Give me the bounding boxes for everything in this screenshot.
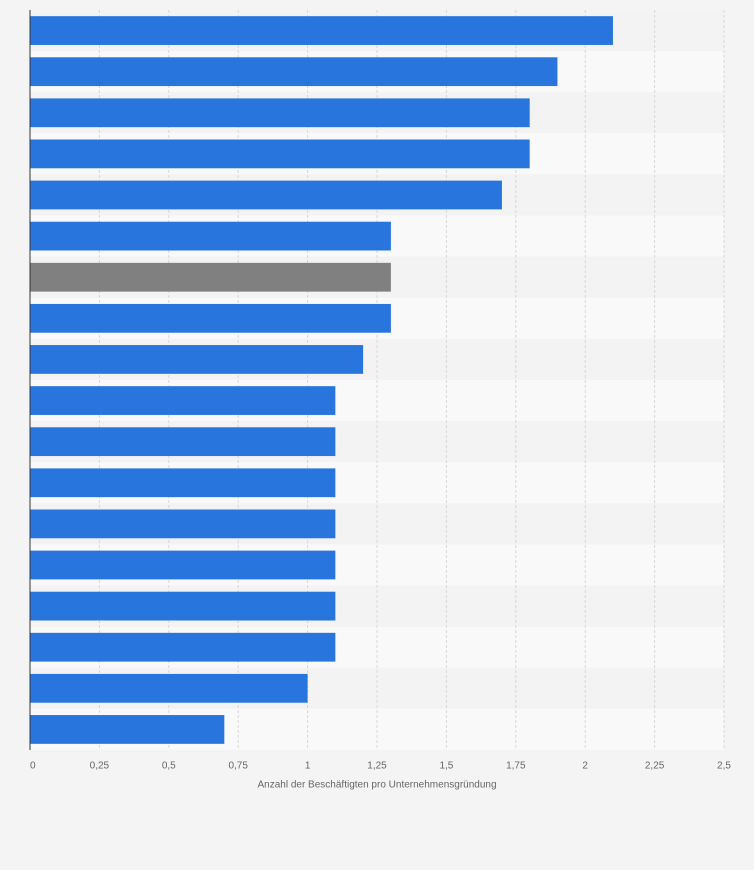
bar — [30, 591, 336, 621]
bar — [30, 632, 336, 662]
bar — [30, 180, 502, 210]
x-tick-label: 2,5 — [717, 761, 731, 772]
bar — [30, 98, 530, 128]
bar — [30, 673, 308, 703]
x-tick-label: 0,25 — [90, 761, 110, 772]
x-tick-label: 2,25 — [645, 761, 665, 772]
x-tick-label: 1 — [305, 761, 311, 772]
x-axis-label: Anzahl der Beschäftigten pro Unternehmen… — [257, 780, 496, 791]
bar — [30, 468, 336, 498]
bar — [30, 139, 530, 169]
bar — [30, 550, 336, 580]
bar — [30, 386, 336, 415]
bar — [30, 345, 364, 374]
bar — [30, 262, 391, 292]
x-tick-label: 0 — [30, 761, 36, 772]
bar — [30, 221, 391, 251]
bar — [30, 303, 391, 333]
x-tick-label: 0,5 — [162, 761, 176, 772]
x-tick-label: 1,75 — [506, 761, 526, 772]
bar — [30, 509, 336, 539]
bar — [30, 57, 558, 87]
x-tick-label: 0,75 — [228, 761, 248, 772]
x-tick-label: 2 — [582, 761, 588, 772]
bar — [30, 16, 613, 45]
bar — [30, 427, 336, 457]
x-tick-label: 1,25 — [367, 761, 387, 772]
bar — [30, 715, 225, 744]
x-tick-label: 1,5 — [439, 761, 453, 772]
